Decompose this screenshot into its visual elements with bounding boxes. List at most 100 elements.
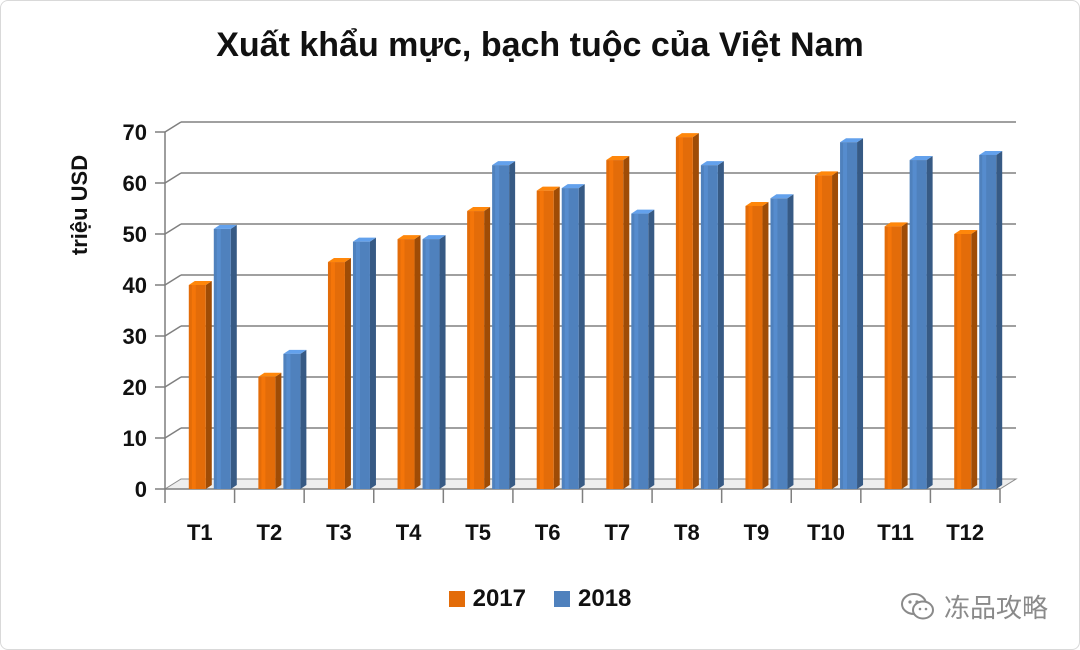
wechat-icon [900,592,936,622]
bar-front [979,154,997,489]
bar-side [578,184,585,489]
bars [188,133,1003,490]
bar-highlight [400,239,405,489]
bar-front [188,285,206,489]
x-tick-label: T1 [187,520,213,545]
bar-2018-T12 [979,150,1003,489]
bar-side [787,194,794,490]
bar-front [884,226,902,489]
bar-front [700,165,718,489]
y-tick-label: 70 [123,120,147,145]
bar-2018-T2 [283,349,307,489]
bar-2017-T7 [606,156,630,490]
watermark: 冻品攻略 [900,588,1048,625]
bar-side [996,150,1003,489]
bar-front [909,160,927,490]
bar-top [422,235,446,240]
x-tick-label: T2 [257,520,283,545]
bar-2018-T5 [492,161,516,489]
bar-top [536,186,560,191]
bar-top [352,237,376,242]
legend-item-2017: 2017 [448,585,526,613]
x-tick-label: T6 [535,520,561,545]
bar-front [770,198,788,490]
bar-top [188,281,212,285]
y-tick-label: 40 [123,273,147,298]
x-tick-label: T4 [396,520,422,545]
y-tick-label: 60 [123,171,147,196]
bar-2017-T3 [327,258,351,489]
bar-front [631,213,649,489]
bar-side [205,281,212,489]
bar-top [770,194,794,199]
bar-highlight [843,142,848,489]
bar-highlight [216,228,221,489]
bar-top [492,161,516,166]
bar-top [606,156,630,161]
gridline-depth [164,172,182,184]
bar-highlight [495,165,500,489]
y-tick-label: 30 [123,324,147,349]
x-tick-label: T11 [877,520,914,545]
bar-side [275,372,282,489]
bar-2017-T2 [258,372,282,489]
bar-front [213,228,231,489]
bar-2017-T5 [467,207,491,490]
bar-front [467,211,485,490]
bar-front [745,205,763,489]
bar-highlight [355,241,360,489]
bar-highlight [286,353,291,489]
bar-highlight [425,239,430,489]
gridlines [164,121,1016,439]
x-tick-label: T7 [604,520,630,545]
bar-side [971,230,978,489]
legend-label-2017: 2017 [472,585,526,612]
bar-side [230,224,237,489]
gridline-depth [164,274,182,286]
bar-side [832,171,839,489]
bar-highlight [634,213,639,489]
bar-2018-T6 [561,184,585,489]
bar-2018-T1 [213,224,237,489]
bar-side [484,207,491,490]
bar-side [439,235,446,489]
bar-side [414,235,421,489]
bar-2017-T12 [954,230,978,489]
bar-highlight [773,198,778,490]
bar-top [675,133,699,138]
bar-top [467,207,491,212]
bar-2017-T11 [884,222,908,489]
bar-side [344,258,351,489]
bar-highlight [818,175,823,489]
bar-front [422,239,440,489]
bar-top [327,258,351,263]
legend-label-2018: 2018 [578,585,632,612]
bar-2017-T9 [745,201,769,489]
tick-labels: 0 10 20 30 40 50 60 70 T1 T2 T3 T4 T5 T6 T7 T8 T9 T10 T11 T… [123,120,985,545]
bar-2017-T4 [397,235,421,489]
bar-highlight [261,376,266,489]
bar-front [397,239,415,489]
bar-side [857,138,864,489]
legend-swatch-2017 [448,591,465,607]
bar-front [954,234,972,489]
gridline-depth [164,121,182,133]
bar-highlight [887,226,892,489]
x-tick-label: T12 [946,520,984,545]
y-tick-label: 50 [123,222,147,247]
bar-top [979,150,1003,155]
bar-side [509,161,516,489]
bar-top [745,201,769,206]
bar-2017-T1 [188,281,212,489]
bar-highlight [191,285,196,489]
watermark-text: 冻品攻略 [943,593,1048,623]
bar-side [901,222,908,489]
bar-2018-T11 [909,156,933,490]
bar-side [717,161,724,489]
bar-side [926,156,933,490]
bar-top [397,235,421,240]
bar-top [909,156,933,161]
bar-2018-T4 [422,235,446,489]
legend-swatch-2018 [554,591,570,607]
